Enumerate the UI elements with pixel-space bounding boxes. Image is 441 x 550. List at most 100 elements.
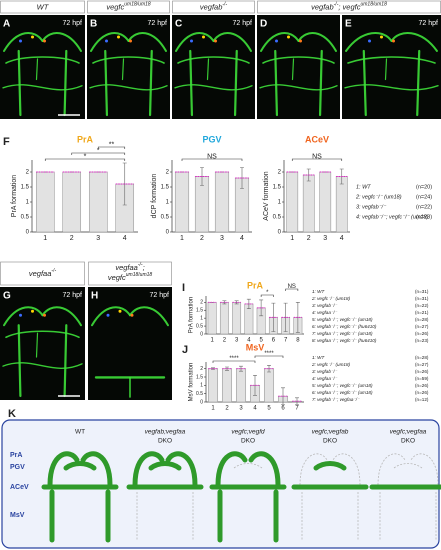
vessel [129, 306, 169, 327]
header-box [0, 0, 85, 14]
vessel [177, 56, 250, 64]
vessel-absent [233, 463, 263, 469]
column-sublabel: DKO [401, 438, 415, 445]
column-label: vegfab;vegfaa [145, 429, 186, 436]
column-sublabel: DKO [323, 438, 337, 445]
legend-entry: 5: vegfab⁻/⁻; vegfc⁻/⁻ (um18) [312, 317, 373, 322]
y-tick-label: 1 [200, 315, 203, 321]
arrow-marker [43, 313, 46, 317]
legend-entry: 7: vegfaa⁻/⁻; vegfc⁻/⁻ (um18) [312, 331, 373, 336]
significance-bracket [97, 146, 126, 149]
legend-n: (n=21) [415, 310, 429, 315]
superscript: um18/um18 [126, 272, 153, 278]
panel-letter: F [3, 136, 10, 148]
error-bar [200, 167, 204, 186]
legend-n: (n=28) [415, 355, 429, 360]
bar [174, 171, 190, 233]
vessel-present [132, 451, 165, 488]
panel-letter: C [175, 19, 182, 30]
x-tick-label: 2 [70, 235, 74, 242]
error-bar [259, 299, 264, 317]
y-tick-label: 0 [278, 230, 282, 236]
y-tick-label: 0.5 [21, 215, 30, 221]
x-tick-label: 6 [281, 406, 285, 412]
vessel [344, 84, 439, 91]
significance-label: * [266, 290, 269, 296]
time-label: 72 hpf [233, 20, 253, 27]
arrow-marker [129, 39, 132, 43]
bar [207, 368, 219, 403]
header-box [0, 261, 85, 286]
vessel [345, 32, 393, 52]
x-tick-label: 7 [284, 338, 288, 344]
micrograph [0, 287, 85, 400]
significance-bracket [71, 152, 126, 155]
legend-n: (n=28) [416, 214, 432, 220]
vessel [297, 32, 337, 52]
vessel [291, 58, 295, 81]
vessel [2, 362, 83, 369]
legend-n: (n=31) [415, 289, 429, 294]
legend-entry: 6: vegfab⁻/⁻; vegfc⁻/⁻ (hu6410) [312, 324, 377, 329]
legend-entry: 8: vegfaa⁻/⁻; vegfc⁻/⁻ (hu6410) [312, 338, 377, 343]
arrow-marker [368, 39, 371, 43]
panel-letter: K [8, 408, 16, 420]
arrow-marker [105, 39, 108, 43]
legend-n: (n=26) [415, 369, 429, 374]
vessel [174, 84, 253, 91]
bar [62, 171, 82, 233]
legend-entry: 2: vegfc⁻/⁻ (um18) [311, 296, 351, 301]
error-bar [211, 367, 215, 370]
genotype-label: vegfcum18/um18 [106, 2, 151, 12]
y-tick-label: 2 [200, 300, 203, 306]
vessel [362, 49, 367, 117]
column-label: vegfc;vegfd [231, 429, 265, 436]
x-tick-label: 3 [235, 338, 239, 344]
significance-bracket [291, 158, 343, 161]
time-label: 72 hpf [150, 292, 170, 299]
y-tick-label: 0 [200, 399, 203, 405]
vessel [5, 56, 80, 64]
vessel-present [165, 451, 198, 488]
legend-entry: 2: vegfc⁻/⁻ (um18) [355, 194, 402, 200]
legend-entry: 4: vegfaa⁻/⁻ [312, 376, 338, 381]
bar [214, 171, 230, 233]
legend-n: (n=22) [416, 204, 432, 210]
arrow-marker [392, 39, 395, 43]
arrow-marker [106, 313, 110, 317]
vessel [206, 58, 210, 81]
error-bar [271, 302, 276, 332]
vessel [17, 324, 22, 398]
vessel [5, 330, 80, 339]
time-label: 72 hpf [63, 20, 83, 27]
arrow-marker [190, 39, 193, 43]
significance-label: * [84, 153, 87, 160]
chart-title: MsV [246, 342, 265, 352]
superscript: -/- [222, 2, 227, 8]
time-label: 72 hpf [63, 292, 83, 299]
text-segment: vegfc [106, 2, 124, 11]
legend-entry: 4: vegfab⁻/⁻; vegfc⁻/⁻ (um18) [356, 214, 429, 220]
x-tick-label: 1 [180, 235, 184, 242]
x-tick-label: 6 [272, 338, 276, 344]
x-tick-label: 4 [340, 235, 344, 242]
y-tick-label: 0 [166, 230, 170, 236]
text-segment: vegfaa [115, 263, 138, 272]
vessel [233, 49, 238, 117]
arrow-marker [299, 39, 302, 43]
y-tick-label: 0.5 [196, 391, 203, 397]
panel-letter: H [91, 291, 98, 302]
y-tick-label: 2 [278, 170, 282, 176]
panel-letter: D [260, 19, 267, 30]
vessel-absent [393, 463, 423, 469]
column-label: vegfc;vegfab [312, 429, 349, 436]
micrograph [0, 15, 85, 119]
significance-label: ** [109, 141, 115, 148]
column-sublabel: DKO [241, 438, 255, 445]
bar [219, 302, 229, 335]
panel-letter: I [182, 282, 185, 294]
y-tick-label: 0.5 [161, 215, 170, 221]
legend-entry: 1: WT [312, 355, 325, 360]
arrow-marker [19, 39, 22, 43]
